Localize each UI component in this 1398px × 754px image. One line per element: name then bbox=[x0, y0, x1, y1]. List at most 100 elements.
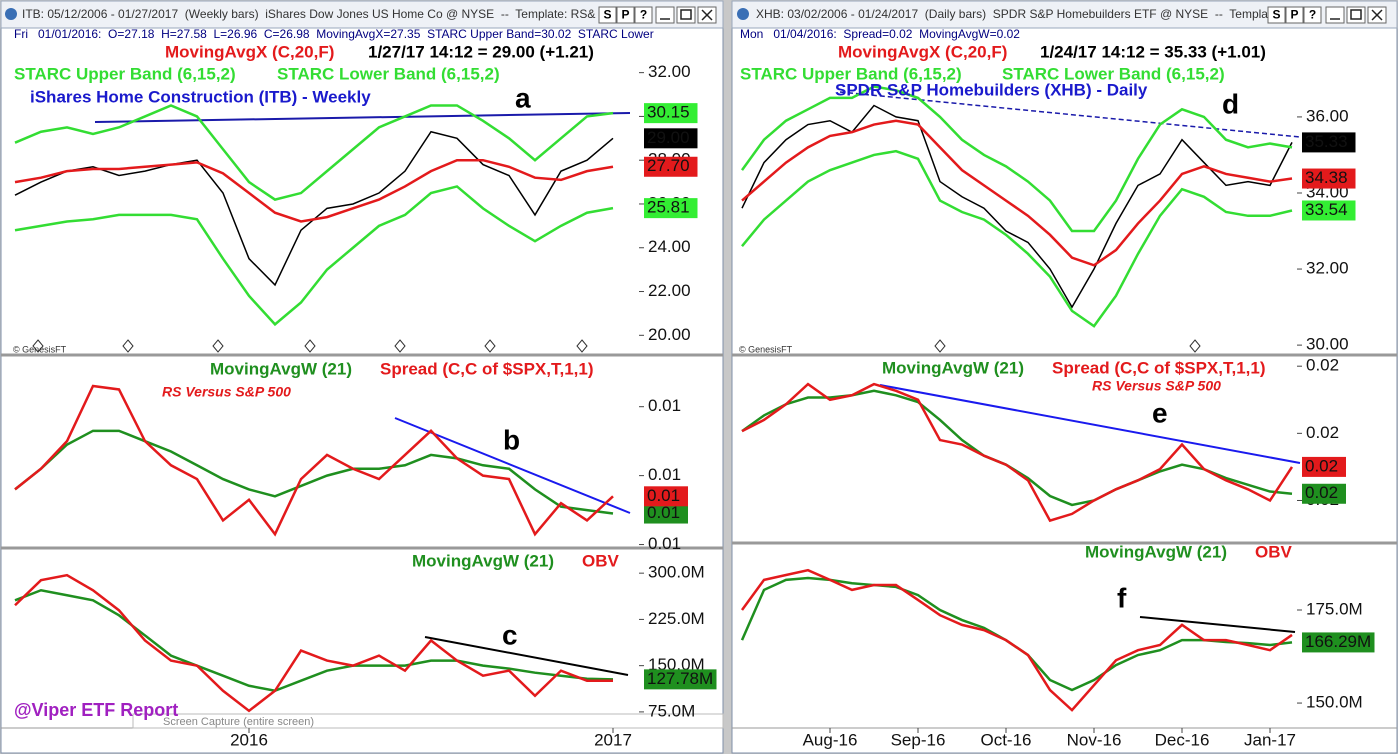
legend-entry: STARC Lower Band (6,15,2) bbox=[1002, 64, 1225, 83]
x-tick-label: Oct-16 bbox=[980, 730, 1031, 749]
legend-entry: STARC Upper Band (6,15,2) bbox=[14, 64, 236, 83]
annotation: a bbox=[515, 82, 531, 113]
value-tag-label: 0.02 bbox=[1305, 456, 1338, 475]
x-tick-label: Aug-16 bbox=[803, 730, 858, 749]
trend-line bbox=[839, 91, 1301, 138]
annotation: f bbox=[1117, 582, 1127, 613]
legend-entry: STARC Upper Band (6,15,2) bbox=[740, 64, 962, 83]
value-tag bbox=[1302, 168, 1356, 189]
window-controls[interactable] bbox=[655, 6, 717, 24]
value-tag bbox=[1302, 132, 1356, 153]
legend-entry: STARC Lower Band (6,15,2) bbox=[277, 64, 500, 83]
legend-entry: MovingAvgX (C,20,F) bbox=[165, 42, 334, 61]
quote: 1/24/17 14:12 = 35.33 (+1.01) bbox=[1040, 42, 1266, 61]
legend-entry: OBV bbox=[1255, 542, 1293, 561]
credit: © GenesisFT bbox=[739, 344, 793, 354]
event-markers bbox=[32, 339, 588, 353]
y-tick-label: 150.0M bbox=[1306, 693, 1363, 712]
y-tick-label: 32.00 bbox=[648, 62, 691, 81]
value-tag-label: 127.78M bbox=[647, 669, 713, 688]
y-tick-label: 0.02 bbox=[1306, 423, 1339, 442]
y-tick-label: 300.0M bbox=[648, 563, 705, 582]
legend-entry: MovingAvgW (21) bbox=[1085, 542, 1227, 561]
value-tag bbox=[1302, 632, 1375, 653]
x-tick-label: Sep-16 bbox=[891, 730, 946, 749]
price-line bbox=[741, 104, 1293, 309]
series-line bbox=[741, 382, 1294, 523]
y-tick-label: 22.00 bbox=[648, 281, 691, 300]
annotation: e bbox=[1152, 397, 1168, 428]
value-tag-label: 29.00 bbox=[647, 128, 690, 147]
value-tag bbox=[644, 486, 688, 507]
trend-line bbox=[424, 636, 629, 676]
series-line bbox=[740, 85, 1293, 233]
series-line bbox=[14, 384, 614, 537]
button[interactable] bbox=[616, 6, 635, 24]
button-label[interactable]: P bbox=[1290, 8, 1298, 22]
y-tick-label: 0.01 bbox=[648, 534, 681, 553]
value-tag-label: 33.54 bbox=[1305, 200, 1348, 219]
value-tag bbox=[644, 103, 698, 124]
info-line: Mon 01/04/2016: Spread=0.02 MovingAvgW=0… bbox=[740, 27, 1020, 41]
window-title: ITB: 05/12/2006 - 01/27/2017 (Weekly bar… bbox=[22, 7, 595, 21]
value-tag bbox=[644, 503, 688, 524]
y-tick-label: 0.01 bbox=[648, 465, 681, 484]
button[interactable] bbox=[634, 6, 653, 24]
chart-subtitle: RS Versus S&P 500 bbox=[162, 384, 291, 400]
x-tick-label: 2016 bbox=[230, 730, 268, 749]
value-tag bbox=[1302, 483, 1346, 504]
button[interactable] bbox=[598, 6, 617, 24]
window-icon bbox=[5, 8, 17, 20]
button-label[interactable]: S bbox=[1272, 8, 1280, 22]
series-line bbox=[740, 568, 1293, 712]
credit: © GenesisFT bbox=[13, 344, 67, 354]
button-label[interactable]: P bbox=[621, 8, 629, 22]
legend-entry: Spread (C,C of $SPX,T,1,1) bbox=[1052, 358, 1266, 377]
button[interactable] bbox=[1285, 6, 1304, 24]
value-tag-label: 0.01 bbox=[647, 486, 680, 505]
capture-label: Screen Capture (entire screen) bbox=[163, 716, 314, 728]
event-markers bbox=[934, 339, 1201, 353]
legend-entry: MovingAvgW (21) bbox=[210, 359, 352, 378]
trend-line bbox=[94, 112, 631, 123]
value-tag bbox=[644, 156, 698, 177]
annotation: d bbox=[1222, 88, 1239, 119]
series-line bbox=[741, 119, 1293, 267]
legend-entry: OBV bbox=[582, 551, 620, 570]
x-tick-label: Dec-16 bbox=[1155, 730, 1210, 749]
button-label[interactable]: ? bbox=[640, 8, 647, 22]
trend-line bbox=[1139, 616, 1296, 633]
capture-frame bbox=[132, 713, 724, 729]
series-line bbox=[14, 573, 613, 713]
annotation: b bbox=[503, 424, 520, 455]
series-line bbox=[14, 185, 614, 327]
value-tag bbox=[644, 198, 698, 219]
chart-subtitle: RS Versus S&P 500 bbox=[1092, 378, 1221, 394]
legend-entry: MovingAvgW (21) bbox=[412, 551, 554, 570]
y-tick-label: 24.00 bbox=[648, 237, 691, 256]
watermark: @Viper ETF Report bbox=[14, 700, 178, 720]
button[interactable] bbox=[1303, 6, 1322, 24]
y-tick-label: 20.00 bbox=[648, 325, 691, 344]
value-tag-label: 34.38 bbox=[1305, 168, 1348, 187]
button-label[interactable]: S bbox=[603, 8, 611, 22]
chart-title: SPDR S&P Homebuilders (XHB) - Daily bbox=[835, 80, 1148, 99]
button-label[interactable]: ? bbox=[1309, 8, 1316, 22]
x-tick-label: Jan-17 bbox=[1244, 730, 1296, 749]
y-tick-label: 30.00 bbox=[1306, 335, 1349, 354]
button[interactable] bbox=[1267, 6, 1286, 24]
value-tag-label: 0.01 bbox=[647, 503, 680, 522]
value-tag bbox=[644, 128, 698, 149]
info-line: Fri 01/01/2016: O=27.18 H=27.58 L=26.96 … bbox=[14, 27, 654, 41]
window-right bbox=[731, 0, 1398, 754]
value-tag-label: 0.02 bbox=[1305, 483, 1338, 502]
chart-title: iShares Home Construction (ITB) - Weekly bbox=[30, 87, 371, 106]
y-tick-label: 175.0M bbox=[1306, 599, 1363, 618]
y-tick-label: 0.01 bbox=[648, 396, 681, 415]
window-controls[interactable] bbox=[1325, 6, 1387, 24]
legend-entry: MovingAvgX (C,20,F) bbox=[838, 42, 1007, 61]
window-title: XHB: 03/02/2006 - 01/24/2017 (Daily bars… bbox=[756, 7, 1278, 21]
window-icon bbox=[737, 8, 749, 20]
